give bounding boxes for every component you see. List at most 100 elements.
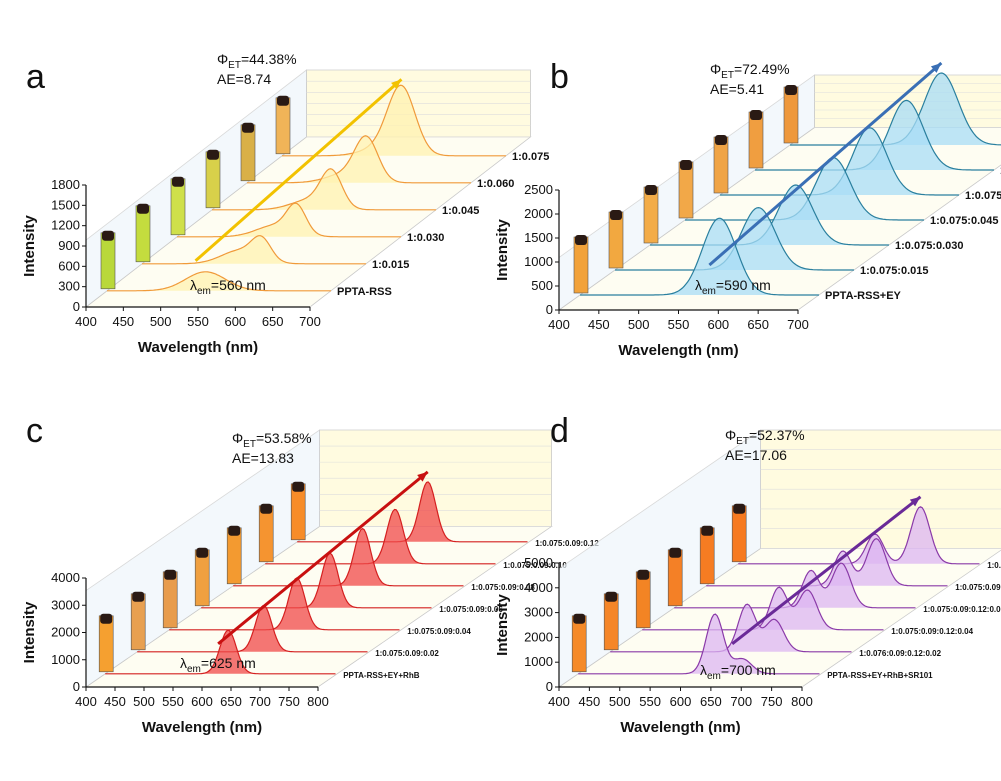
phi-subscript: ET: [243, 439, 256, 450]
x-tick-label: 600: [224, 314, 246, 329]
x-tick-label: 550: [639, 694, 661, 709]
trend-arrow-head: [930, 63, 942, 73]
y-tick-label: 1500: [51, 197, 80, 212]
lambda-symbol: λ: [700, 662, 707, 678]
series-label-0: PPTA-RSS+EY+RhB+SR101: [827, 671, 933, 680]
x-tick-label: 700: [787, 317, 809, 332]
phi-annotation: ΦET=72.49%: [710, 61, 790, 81]
series-line-5: [738, 506, 980, 565]
vial-cap-5: [733, 503, 746, 514]
x-axis-title: Wavelength (nm): [142, 719, 262, 736]
vial-0: [571, 615, 587, 673]
vial-cap-1: [605, 591, 618, 602]
phi-annotation: ΦET=44.38%: [217, 51, 297, 71]
phi-symbol: Φ: [725, 427, 736, 443]
x-axis-title: Wavelength (nm): [138, 339, 258, 356]
y-tick-label: 600: [58, 258, 80, 273]
series-fill-3: [212, 168, 436, 210]
series-line-0: [578, 613, 820, 675]
series-fill-2: [177, 203, 401, 237]
ae-annotation: AE=5.41: [710, 81, 764, 97]
series-line-0: [580, 217, 819, 296]
vial-6: [290, 483, 306, 541]
lambda-annotation: λem=625 nm: [180, 655, 256, 675]
vial-cap-6: [292, 481, 305, 492]
vial-4: [226, 527, 242, 585]
series-fill-5: [738, 506, 982, 564]
phi-value: =53.58%: [256, 430, 312, 446]
series-label-3: 1:0.045: [442, 205, 479, 217]
lambda-subscript: em: [707, 671, 721, 682]
x-tick-label: 800: [307, 694, 329, 709]
vial-cap-5: [750, 110, 762, 120]
vial-5: [275, 97, 291, 155]
vial-cap-2: [637, 569, 650, 580]
x-tick-label: 400: [75, 314, 97, 329]
panel-label: c: [26, 412, 43, 450]
vial-cap-5: [277, 95, 289, 106]
x-tick-label: 650: [747, 317, 769, 332]
y-tick-label: 0: [546, 679, 553, 694]
x-tick-label: 450: [588, 317, 610, 332]
series-line-3: [212, 168, 436, 211]
x-tick-label: 800: [791, 694, 813, 709]
lambda-symbol: λ: [190, 277, 197, 293]
phi-annotation: ΦET=52.37%: [725, 427, 805, 447]
x-tick-label: 400: [548, 694, 570, 709]
lambda-value: =560 nm: [211, 277, 266, 293]
y-tick-label: 1000: [524, 254, 553, 269]
vial-1: [603, 593, 619, 651]
y-axis-title: Intensity: [21, 215, 38, 277]
series-line-0: [107, 271, 331, 292]
lambda-annotation: λem=590 nm: [695, 277, 771, 297]
x-tick-label: 500: [150, 314, 172, 329]
series-label-3: 1:0.075:0.09:0.06: [439, 605, 503, 614]
vial-cap-0: [573, 613, 586, 624]
series-line-6: [297, 481, 528, 543]
series-fill-2: [169, 578, 402, 630]
series-label-4: 1:0.075:0.060: [965, 190, 1001, 202]
y-axis-title: Intensity: [494, 219, 511, 281]
vial-cap-1: [610, 210, 622, 220]
y-tick-label: 2000: [524, 206, 553, 221]
vial-5: [731, 505, 747, 563]
y-tick-label: 500: [531, 278, 553, 293]
series-fill-0: [107, 271, 331, 291]
lambda-annotation: λem=560 nm: [190, 277, 266, 297]
vial-cap-4: [701, 525, 714, 536]
panel-a: 1:0.075 1:0.060 1:0.045 1:0.030 1:0.015 PPTA-…: [21, 51, 549, 356]
panel-label: b: [550, 58, 569, 96]
series-fill-4: [706, 538, 950, 586]
series-label-3: 1:0.075:0.045: [930, 215, 999, 227]
x-tick-label: 550: [162, 694, 184, 709]
series-line-0: [105, 629, 336, 675]
series-fill-1: [142, 235, 366, 264]
phi-subscript: ET: [228, 60, 241, 71]
series-fill-0: [105, 630, 338, 674]
x-tick-label: 650: [700, 694, 722, 709]
vial-5: [258, 505, 274, 563]
lambda-value: =590 nm: [716, 277, 771, 293]
y-tick-label: 0: [73, 679, 80, 694]
lambda-value: =625 nm: [201, 655, 256, 671]
series-label-1: 1:0.015: [372, 259, 409, 271]
series-fill-1: [137, 605, 370, 652]
trend-arrow: [217, 470, 429, 645]
lambda-value: =700 nm: [721, 662, 776, 678]
y-tick-label: 3000: [524, 605, 553, 620]
series-label-2: 1:0.075:0.09:0.12:0.04: [891, 627, 973, 636]
series-label-5: 1:0.075: [512, 151, 549, 163]
vial-cap-5: [260, 503, 273, 514]
y-tick-label: 1800: [51, 177, 80, 192]
trend-arrow: [731, 495, 922, 645]
vial-cap-3: [207, 149, 219, 160]
x-tick-label: 550: [668, 317, 690, 332]
panel-d: 1:0.075:0.09:0.12:0.10 1:0.075:0.09:0.12:…: [494, 412, 1001, 736]
series-fill-4: [247, 135, 471, 183]
series-label-2: 1:0.075:0.09:0.04: [407, 627, 471, 636]
panel-label: a: [26, 58, 45, 96]
y-tick-label: 1000: [524, 654, 553, 669]
series-line-1: [142, 235, 366, 265]
series-line-3: [201, 552, 432, 609]
vial-cap-4: [228, 525, 241, 536]
